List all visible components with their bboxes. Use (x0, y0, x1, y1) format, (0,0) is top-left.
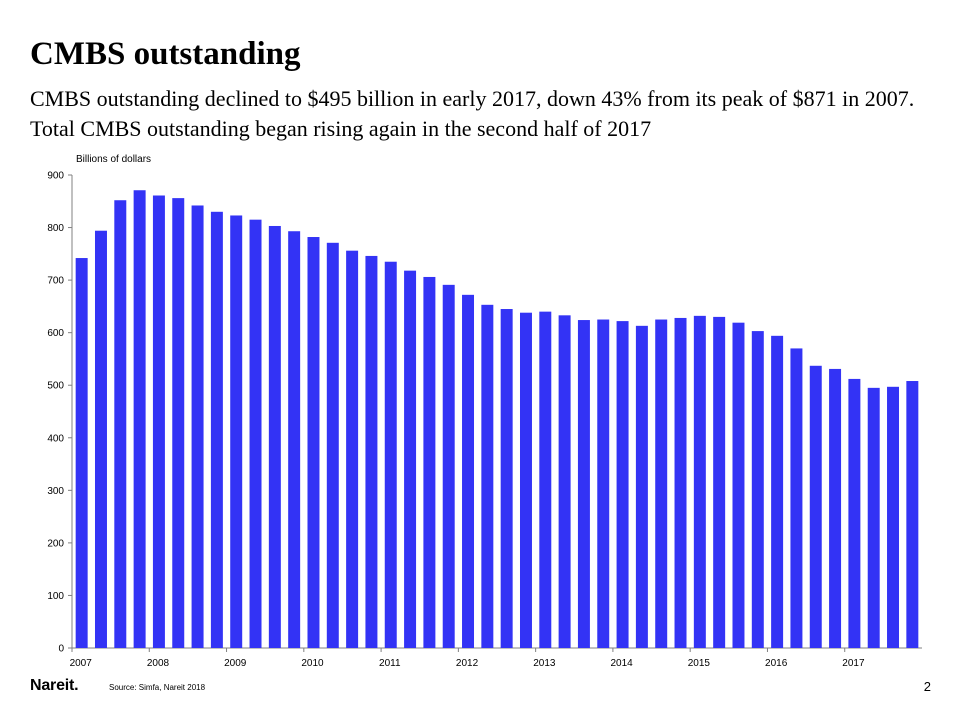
bar (481, 304, 494, 648)
bar (94, 230, 107, 648)
x-tick-label: 2007 (70, 658, 93, 669)
bar (307, 237, 320, 648)
bar (75, 258, 88, 648)
nareit-logo: Nareit. (30, 677, 79, 694)
bar (732, 322, 745, 648)
bar (751, 331, 764, 648)
bar (462, 294, 475, 648)
y-tick-label: 200 (47, 538, 64, 549)
bar (268, 225, 281, 649)
x-tick-label: 2015 (688, 658, 711, 669)
bar (210, 211, 223, 649)
bar (597, 319, 610, 648)
bar (133, 190, 146, 649)
x-tick-label: 2008 (147, 658, 170, 669)
bar (519, 312, 532, 648)
y-tick-label: 400 (47, 433, 64, 444)
source-note: Source: Simfa, Nareit 2018 (109, 683, 206, 692)
bar (635, 325, 648, 648)
bar (848, 378, 861, 648)
page-number: 2 (923, 679, 931, 694)
bar (346, 250, 359, 648)
x-tick-label: 2016 (765, 658, 788, 669)
y-tick-label: 700 (47, 276, 64, 287)
bar (172, 198, 185, 648)
bar (288, 231, 301, 649)
bar (114, 200, 127, 649)
bar (384, 261, 397, 648)
bar (423, 276, 436, 648)
bar (771, 335, 784, 648)
bar (887, 386, 900, 648)
y-tick-label: 100 (47, 591, 64, 602)
bar (906, 381, 919, 648)
bar (539, 311, 552, 648)
bar (558, 315, 571, 648)
bar (152, 195, 165, 648)
bar (713, 316, 726, 648)
bar (577, 320, 590, 648)
x-tick-label: 2011 (379, 658, 401, 669)
bar (326, 242, 339, 649)
bar (693, 315, 706, 648)
y-tick-label: 900 (47, 171, 64, 182)
y-axis-label: Billions of dollars (76, 154, 151, 165)
slide-subtitle: CMBS outstanding declined to $495 billio… (30, 86, 915, 141)
bar (230, 215, 243, 648)
y-tick-label: 800 (47, 223, 64, 234)
bar (249, 219, 262, 649)
bar (790, 348, 803, 648)
y-tick-label: 600 (47, 328, 64, 339)
bar (867, 387, 880, 648)
x-tick-label: 2009 (224, 658, 247, 669)
bar (655, 319, 668, 648)
x-tick-label: 2017 (842, 658, 865, 669)
y-tick-label: 0 (58, 644, 64, 655)
x-tick-label: 2013 (533, 658, 556, 669)
x-tick-label: 2010 (301, 658, 324, 669)
bar (500, 309, 513, 648)
slide-title: CMBS outstanding (30, 36, 301, 72)
y-tick-label: 500 (47, 381, 64, 392)
bar (191, 205, 204, 649)
bar (404, 270, 417, 648)
bar (365, 255, 378, 648)
bar (809, 365, 822, 648)
x-tick-label: 2014 (610, 658, 633, 669)
y-tick-label: 300 (47, 486, 64, 497)
bar (674, 317, 687, 648)
x-tick-label: 2012 (456, 658, 479, 669)
bar (442, 284, 455, 648)
bar (829, 368, 842, 648)
bar (616, 321, 629, 648)
